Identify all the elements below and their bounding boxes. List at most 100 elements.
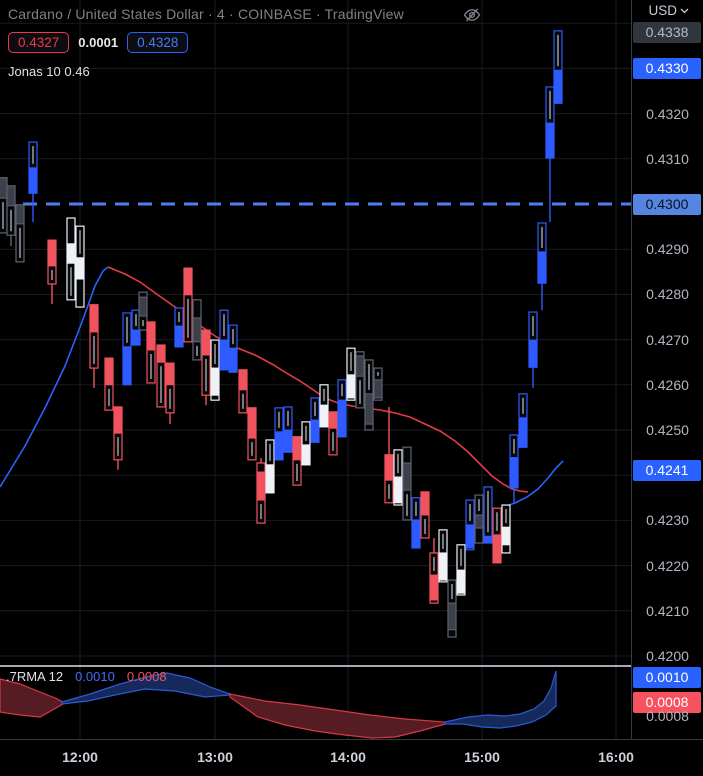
price-tick-label: 0.4320	[646, 105, 689, 122]
candle-body	[47, 239, 57, 267]
time-tick-label: 16:00	[598, 749, 634, 765]
bid-price-button[interactable]: 0.4327	[8, 32, 70, 53]
ask-price-button[interactable]: 0.4328	[127, 32, 189, 53]
candle-body	[183, 267, 193, 296]
price-tick-label: 0.4260	[646, 376, 689, 393]
candle-body	[146, 321, 156, 351]
blue-ribbon-band	[444, 670, 557, 729]
chevron-down-icon	[680, 8, 689, 13]
candle-body	[210, 367, 220, 396]
time-tick-label: 15:00	[464, 749, 500, 765]
candle-body	[393, 476, 403, 504]
candle-body	[411, 519, 421, 549]
candle-range-box	[346, 347, 356, 401]
indicator-value-1: 0.0010	[75, 669, 115, 684]
candle-body	[138, 296, 148, 317]
indicator-name: .7RMA 12	[6, 669, 64, 684]
high-price-label: 0.4338	[633, 21, 701, 43]
candle-body	[537, 251, 547, 284]
pane-indicator-legend[interactable]: .7RMA 12 0.0010 0.0008	[6, 669, 167, 684]
currency-label: USD	[648, 3, 677, 18]
candle-body	[429, 574, 439, 601]
candle-body	[438, 552, 448, 581]
candle-body	[247, 407, 257, 439]
blue-ma-line	[502, 460, 564, 508]
candle-body	[283, 429, 293, 453]
last-price-label: 0.4241	[633, 460, 701, 482]
candle-body	[420, 491, 430, 516]
price-tick-label: 0.4210	[646, 602, 689, 619]
candle-body	[447, 602, 457, 631]
time-axis-separator	[0, 739, 703, 740]
candle-body	[174, 325, 184, 348]
price-tick-label: 0.4250	[646, 422, 689, 438]
pane-separator[interactable]	[0, 665, 703, 667]
candle-body	[384, 454, 394, 481]
candle-body	[355, 355, 365, 377]
candle-body	[456, 569, 466, 594]
price-tick-label: 0.4280	[646, 286, 689, 303]
candle-body	[219, 339, 229, 371]
candle-body	[131, 329, 141, 346]
candle-body	[364, 393, 374, 425]
candle-body	[301, 444, 311, 466]
candle-body	[66, 243, 76, 264]
candle-body	[528, 339, 538, 368]
candle-body	[337, 399, 347, 438]
candle-body	[518, 417, 528, 448]
bid-ask-widget: 0.4327 0.0001 0.4328	[8, 32, 189, 53]
overlay-indicator-legend[interactable]: Jonas 10 0.46	[8, 64, 90, 79]
candle-body	[192, 317, 202, 343]
candle-body	[0, 177, 8, 199]
candle-body	[373, 379, 383, 399]
candle-body	[310, 419, 320, 443]
candle-body	[328, 411, 338, 429]
candle-body	[201, 329, 211, 356]
symbol-title[interactable]: Cardano / United States Dollar · 4 · COI…	[8, 6, 404, 22]
candle-body	[238, 369, 248, 391]
time-tick-label: 14:00	[330, 749, 366, 765]
candle-body	[319, 404, 329, 428]
spread-value: 0.0001	[78, 35, 119, 50]
candle-body	[28, 167, 38, 194]
price-tick-label: 0.4310	[646, 150, 689, 167]
candle-body	[6, 185, 16, 207]
indicator-price-label: 0.0010	[633, 666, 701, 688]
candle-body	[509, 457, 519, 489]
pane-tick-label: 0.0008	[646, 708, 689, 724]
price-scale[interactable]: USD 0.4320 0.4310 0.4290 0.4280 0.4270 0.4260…	[632, 0, 703, 739]
time-tick-label: 13:00	[197, 749, 233, 765]
candle-body	[256, 471, 266, 501]
candle-body	[75, 257, 85, 280]
price-tick-label: 0.4230	[646, 512, 689, 529]
last-price-label: 0.4330	[633, 57, 701, 79]
indicator-value-2: 0.0008	[126, 669, 167, 684]
candle-body	[545, 122, 555, 159]
time-tick-label: 12:00	[62, 749, 98, 765]
candle-body	[501, 526, 511, 546]
candle-body	[346, 374, 356, 399]
red-ribbon-band	[229, 693, 446, 739]
candle-body	[122, 346, 132, 385]
blue-ma-line	[0, 266, 109, 488]
candle-body	[228, 347, 238, 373]
price-tick-label: 0.4220	[646, 557, 689, 574]
price-scale-currency[interactable]: USD	[648, 3, 689, 18]
candle-body	[274, 431, 284, 461]
candle-body	[165, 362, 175, 386]
candle-body	[465, 524, 475, 549]
candle-body	[483, 535, 493, 544]
candle-range-box	[355, 351, 365, 409]
price-tick-label: 0.4270	[646, 331, 689, 348]
candle-body	[156, 344, 166, 363]
time-scale[interactable]: 12:00 13:00 14:00 15:00 16:00	[0, 740, 703, 776]
candle-body	[553, 69, 563, 104]
price-axis-separator	[631, 0, 632, 739]
price-tick-label: 0.4200	[646, 648, 689, 664]
candle-body	[402, 462, 412, 491]
candle-body	[15, 204, 25, 225]
candle-body	[474, 514, 484, 529]
eye-slash-icon[interactable]	[462, 5, 482, 25]
